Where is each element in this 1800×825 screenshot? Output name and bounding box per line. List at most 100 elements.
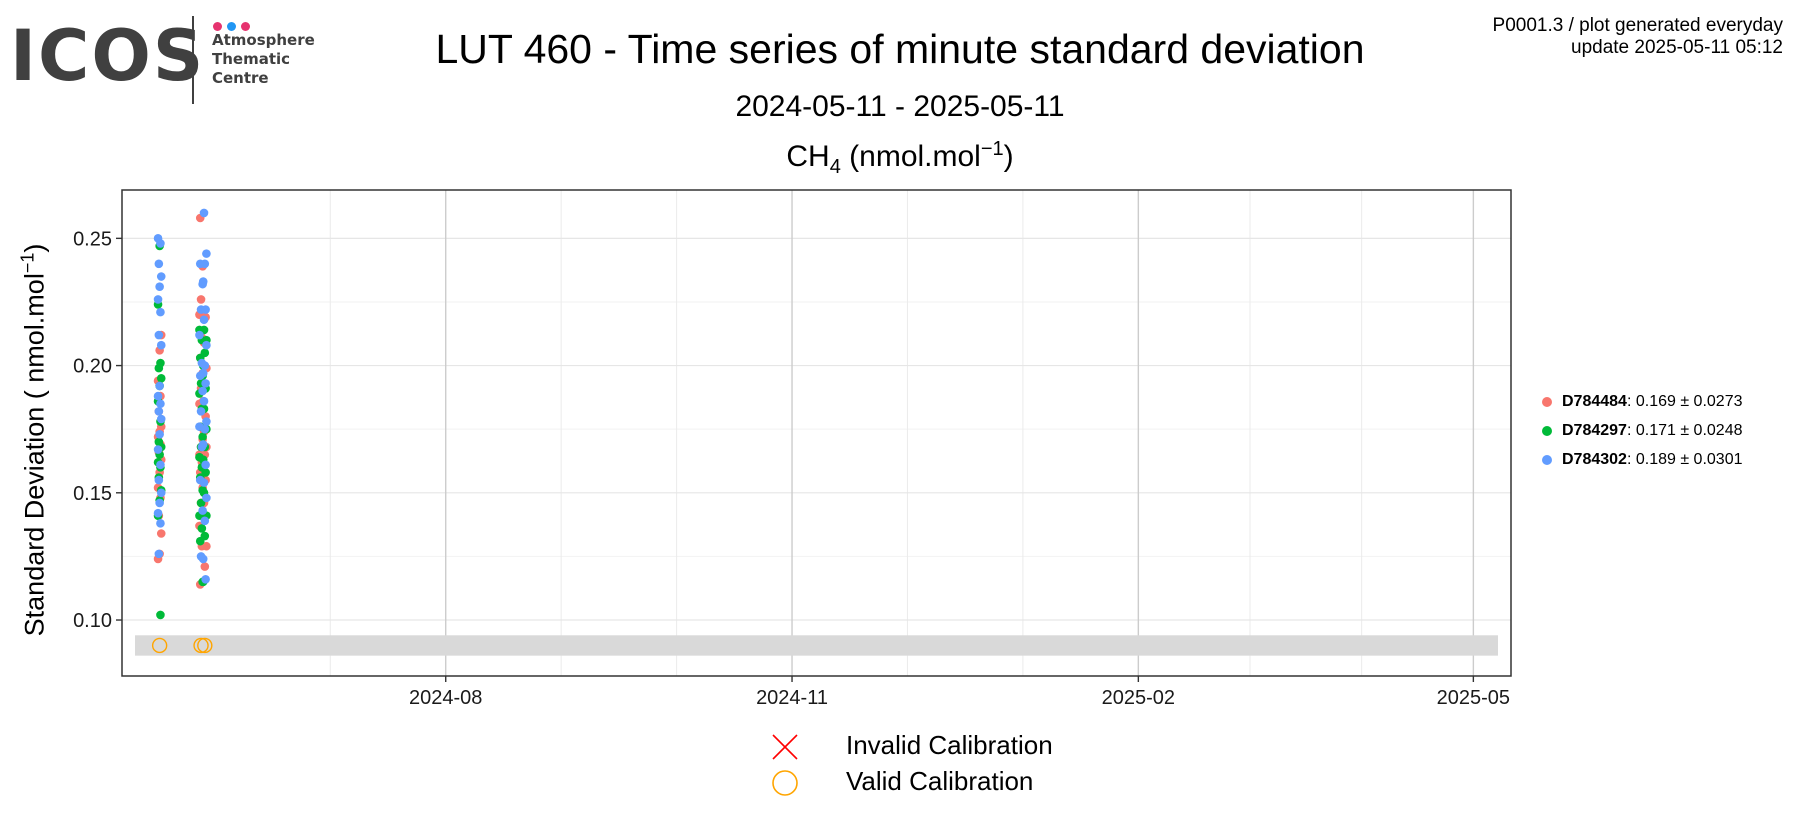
data-point (200, 259, 210, 269)
legend-dot (1542, 426, 1552, 436)
data-point (198, 554, 208, 564)
data-point (198, 368, 208, 378)
x-tick-label: 2025-05 (1437, 687, 1510, 709)
data-point (155, 282, 164, 291)
valid-calibration-label: Valid Calibration (846, 766, 1034, 796)
data-point (198, 432, 207, 442)
data-point (199, 315, 209, 325)
data-point (201, 575, 210, 584)
data-point (156, 340, 166, 350)
legend-id: D784302 (1562, 451, 1627, 468)
circle-icon (772, 770, 798, 796)
logo-dots (213, 18, 255, 36)
data-point (198, 277, 208, 286)
data-point (200, 562, 210, 571)
logo-subtitle-line-3: Centre (212, 69, 269, 87)
data-point (200, 361, 210, 370)
plot-meta: P0001.3 / plot generated everyday update… (1493, 15, 1783, 59)
data-point (196, 295, 206, 304)
data-point (155, 429, 164, 439)
logo-dot-1 (213, 22, 222, 31)
data-point (154, 437, 164, 447)
meta-line-2: update 2025-05-11 05:12 (1571, 37, 1783, 58)
legend-id: D784484 (1562, 393, 1627, 410)
icos-logo: ICOS Atmosphere Thematic Centre (10, 14, 340, 106)
data-point (156, 460, 165, 470)
data-point (196, 407, 206, 416)
calibration-band (135, 635, 1498, 656)
species-sub: 4 (829, 156, 841, 178)
data-point (199, 396, 209, 406)
legend-item: D784302: 0.189 ± 0.0301 (1542, 450, 1743, 479)
data-point (154, 407, 164, 416)
x-axis-ticks: 2024-08 2024-11 2025-02 2025-05 (409, 676, 1510, 709)
species-base: CH (786, 140, 830, 173)
data-point (153, 508, 163, 518)
data-point (156, 373, 166, 383)
cross-icon (772, 734, 798, 760)
calibration-point (151, 637, 168, 654)
logo-divider (192, 16, 194, 104)
data-point (154, 259, 164, 269)
y-tick-label: 0.20 (73, 356, 112, 378)
data-point (156, 272, 166, 281)
data-points (153, 208, 211, 620)
data-point (154, 330, 164, 340)
panel-border (121, 189, 1512, 677)
date-range: 2024-05-11 - 2025-05-11 (735, 90, 1065, 123)
species-label: CH4 (nmol.mol−1) (580, 138, 1220, 179)
data-point (202, 340, 211, 350)
meta-line-1: P0001.3 / plot generated everyday (1492, 15, 1783, 36)
series-legend: D784484: 0.169 ± 0.0273 D784297: 0.171 ±… (1542, 392, 1743, 479)
data-point (153, 445, 163, 454)
logo-dot-2 (227, 22, 236, 31)
x-tick-label: 2024-08 (409, 687, 482, 709)
species-unit-pre: (nmol.mol (840, 140, 981, 173)
logo-subtitle: Atmosphere Thematic Centre (212, 31, 315, 88)
invalid-calibration-label: Invalid Calibration (846, 730, 1053, 760)
legend-stat: : 0.171 ± 0.0248 (1626, 422, 1743, 439)
calibration-point (193, 637, 209, 654)
logo-subtitle-line-2: Thematic (212, 50, 291, 68)
data-point (156, 414, 166, 424)
data-point (202, 417, 211, 426)
data-point (199, 208, 209, 218)
chart-title: LUT 460 - Time series of minute standard… (435, 26, 1365, 72)
data-point (200, 424, 210, 434)
legend-dot (1542, 455, 1552, 465)
data-point (155, 381, 164, 391)
data-point (156, 610, 165, 620)
data-point (153, 234, 163, 243)
data-point (201, 305, 210, 314)
data-point (153, 391, 163, 401)
x-tick-label: 2024-11 (756, 687, 828, 709)
y-axis-ticks: 0.10 0.15 0.20 0.25 (73, 228, 122, 632)
legend-stat: : 0.189 ± 0.0301 (1626, 451, 1743, 468)
x-tick-label: 2025-02 (1102, 687, 1175, 709)
logo-dot-3 (241, 22, 250, 31)
logo-subtitle-line-1: Atmosphere (212, 31, 315, 49)
data-point (200, 531, 210, 541)
data-point (201, 460, 210, 470)
data-point (156, 358, 165, 368)
calibration-points (151, 637, 213, 654)
data-point (198, 506, 207, 515)
data-point (198, 440, 208, 449)
data-point (202, 541, 211, 551)
data-point (153, 295, 163, 304)
data-point (156, 399, 165, 409)
data-point (154, 475, 164, 485)
data-point (202, 493, 211, 503)
data-point (156, 307, 165, 317)
data-point (201, 468, 210, 477)
data-point (201, 379, 210, 388)
data-point (197, 524, 207, 533)
y-tick-label: 0.15 (73, 483, 112, 505)
data-point (198, 386, 207, 396)
species-unit-post: ) (1003, 140, 1014, 173)
data-point (195, 330, 204, 340)
data-point (200, 516, 210, 526)
minor-gridlines (122, 190, 1511, 676)
species-unit-sup: −1 (980, 138, 1004, 160)
